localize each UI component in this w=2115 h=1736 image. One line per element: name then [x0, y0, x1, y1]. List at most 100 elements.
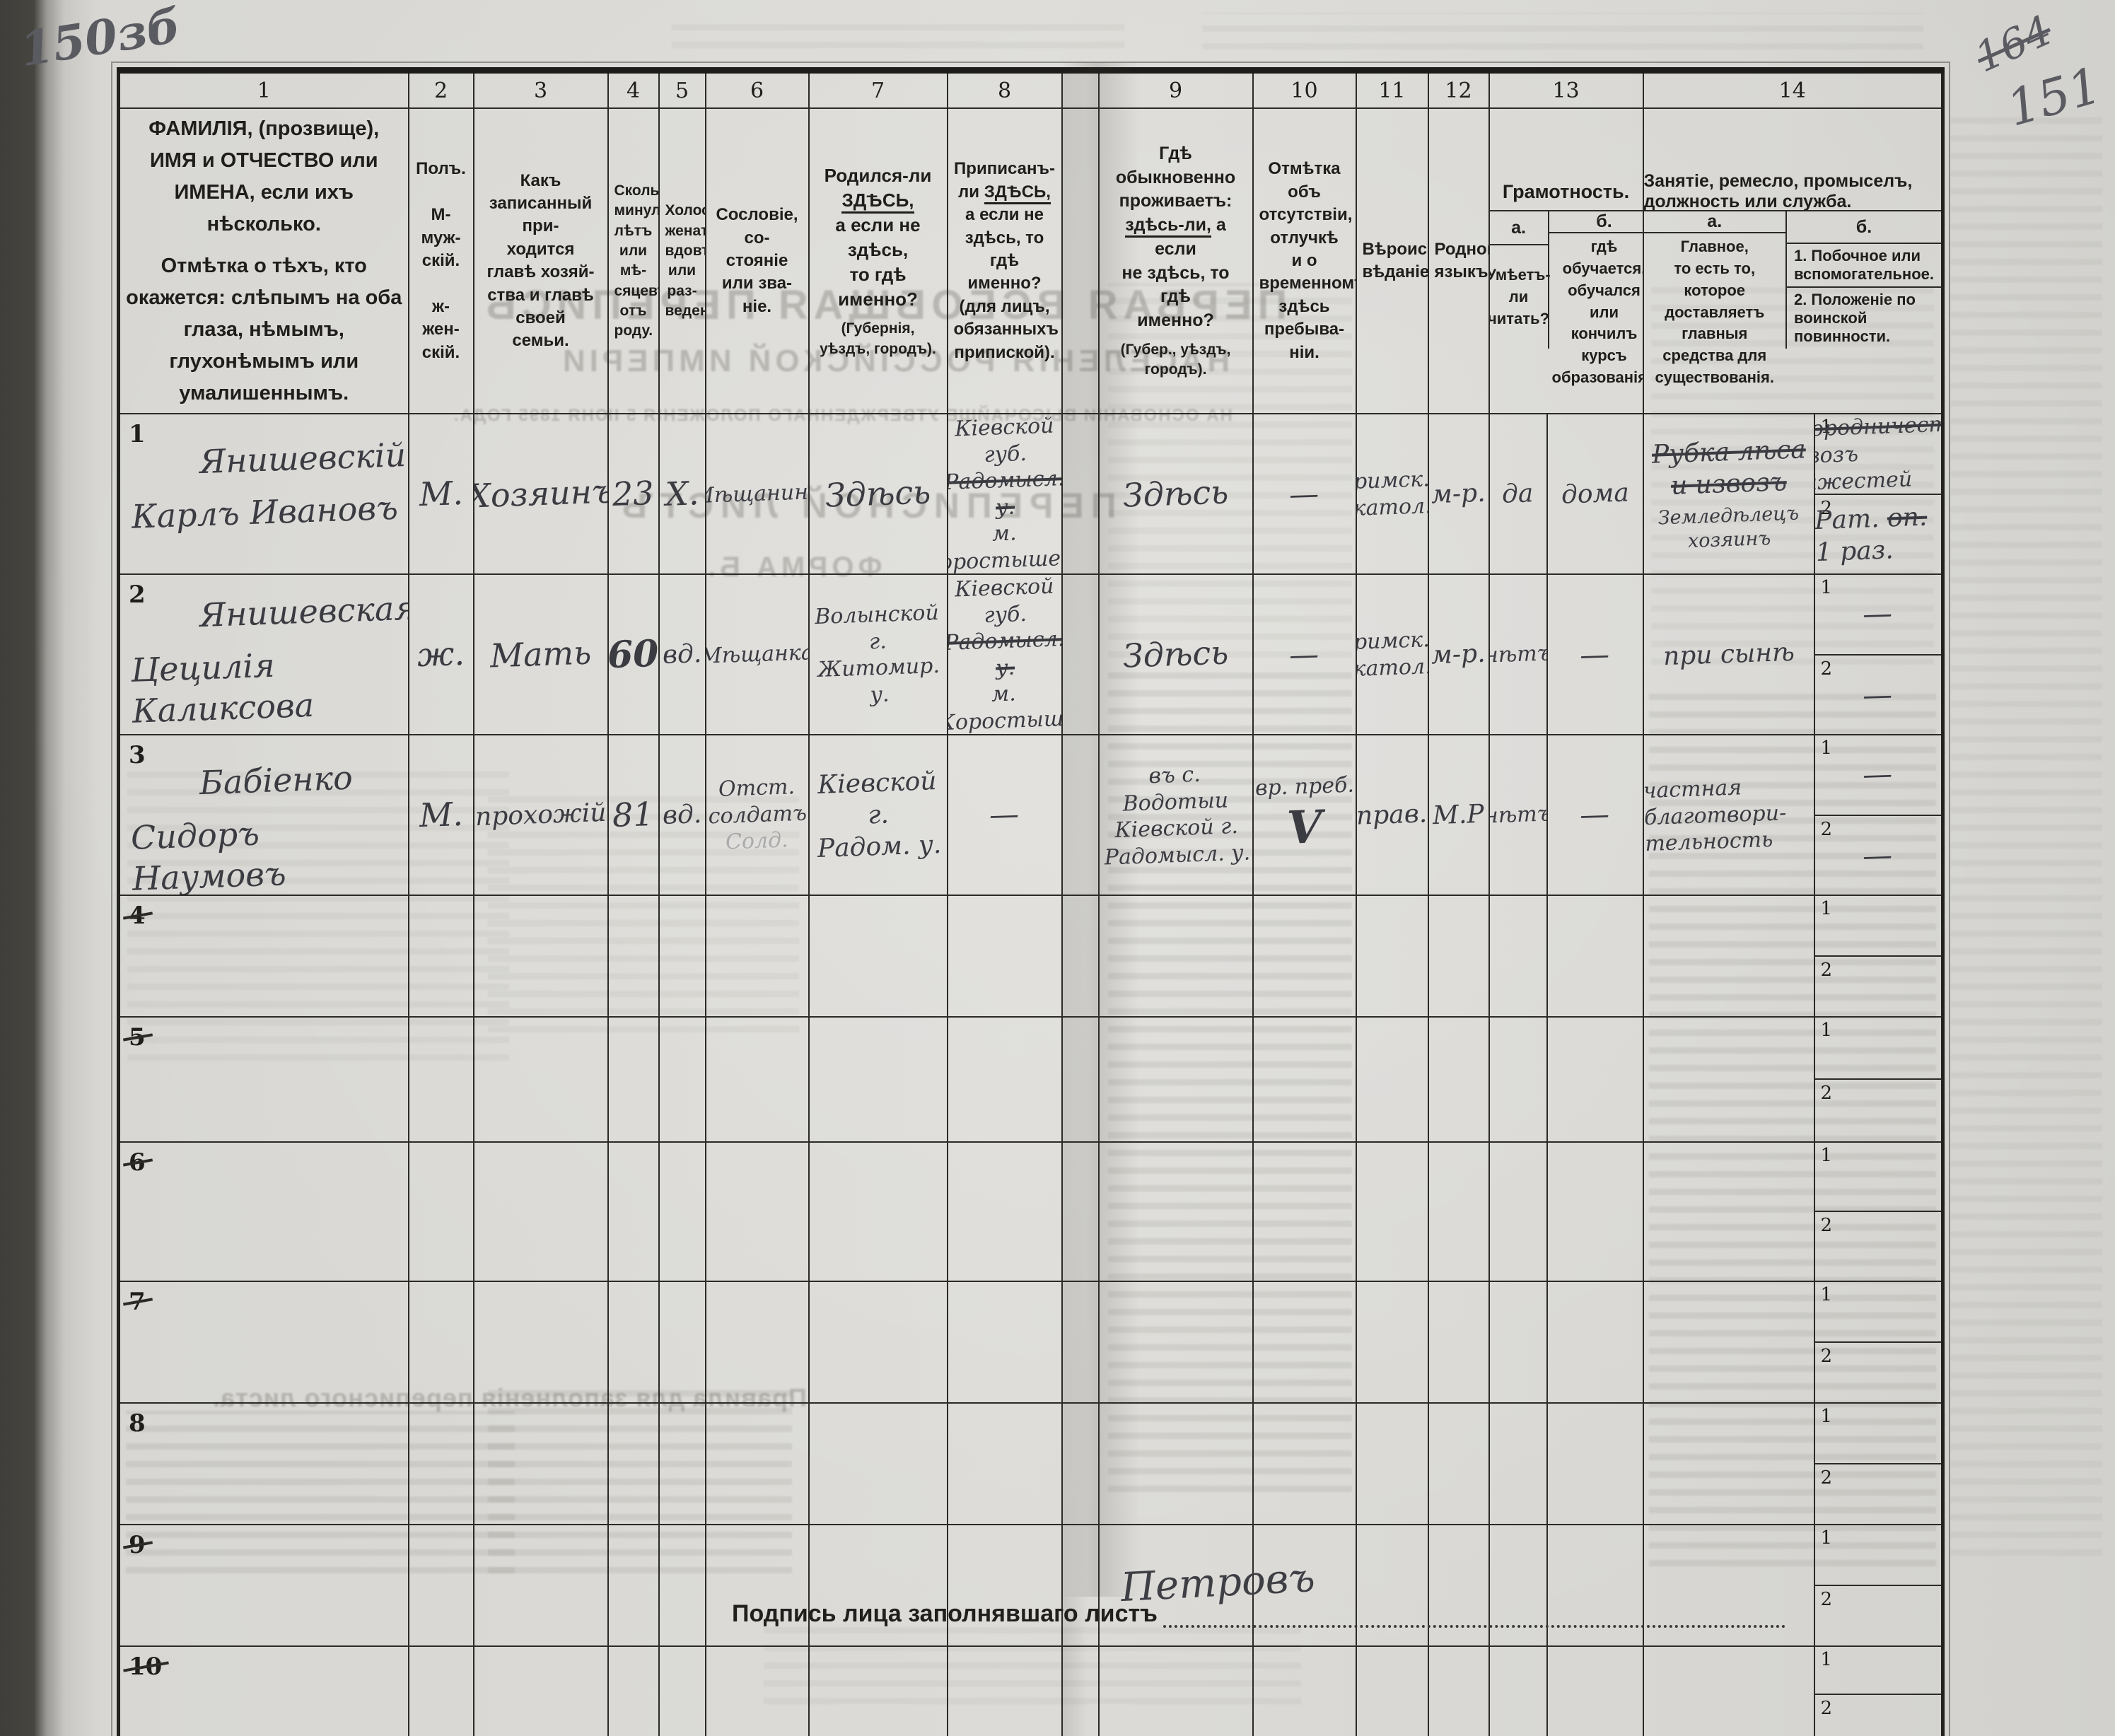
empty-cell — [607, 1402, 660, 1525]
empty-cell — [607, 894, 660, 1018]
empty-cell — [1488, 1402, 1548, 1525]
cell-absence: — — [1252, 573, 1357, 736]
empty-cell — [1546, 1141, 1644, 1282]
empty-cell — [607, 1015, 660, 1143]
given-name: Карлъ Ивановъ — [131, 488, 399, 536]
cell-occupation-side: 1 2 — [1813, 1015, 1944, 1143]
header-sex: Полъ. М-муж- скій. ж-жен- скій. — [407, 107, 474, 415]
cell-age: 60 — [607, 573, 660, 736]
empty-cell — [1355, 1280, 1429, 1404]
header-birthplace: Родился-ли ЗДѢСЬ, а если не здѣсь, то гд… — [808, 107, 948, 415]
cell-occupation-side: 1 Огородничество извозъ тяжестей 2 Рат. … — [1813, 413, 1944, 576]
empty-cell — [704, 1141, 810, 1282]
col-number: 2 — [407, 69, 474, 109]
cell-sex: М. — [407, 413, 474, 576]
cell-registration: Кіевской губ. Радомысл. у. м. Коростышев… — [946, 413, 1063, 576]
empty-cell — [1642, 1141, 1815, 1282]
cell-residence: Здѣсь — [1097, 413, 1254, 576]
empty-cell — [1488, 1141, 1548, 1282]
column-number-row: 1 2 3 4 5 6 7 8 9 10 11 12 13 14 — [117, 69, 1944, 109]
page-seam — [1061, 107, 1100, 415]
record-row-8: 8 1 2 — [117, 1402, 1944, 1525]
col-number: 5 — [658, 69, 706, 109]
empty-cell — [1097, 1645, 1254, 1736]
record-row-9: 9 1 2 — [117, 1523, 1944, 1647]
cell-age: 23 — [607, 413, 660, 576]
empty-cell — [808, 1015, 948, 1143]
cell-name: 8 — [117, 1402, 409, 1525]
empty-cell — [1252, 894, 1357, 1018]
empty-cell — [946, 1015, 1063, 1143]
cell-name: 7 — [117, 1280, 409, 1404]
header-religion: Вѣроиспо- вѣданіе. — [1355, 107, 1429, 415]
cell-birthplace: Волынской г. Житомир. у. — [808, 573, 948, 736]
cell-birthplace: Здѣсь — [808, 413, 948, 576]
cell-name: 9 — [117, 1523, 409, 1647]
record-row-4: 4 1 2 — [117, 894, 1944, 1018]
header-relation: Какъ записанный при- ходится главѣ хозяй… — [472, 107, 609, 415]
empty-cell — [1427, 1141, 1490, 1282]
empty-cell — [1097, 1402, 1254, 1525]
cell-literacy-where: — — [1546, 734, 1644, 896]
ghost-paragraph-block — [672, 16, 1124, 48]
empty-cell — [658, 1015, 706, 1143]
empty-cell — [658, 1523, 706, 1647]
empty-cell — [1252, 1141, 1357, 1282]
col-number: 8 — [946, 69, 1063, 109]
empty-cell — [704, 894, 810, 1018]
col-number: 7 — [808, 69, 948, 109]
empty-cell — [1355, 1402, 1429, 1525]
header-row: ФАМИЛІЯ, (прозвище), ИМЯ и ОТЧЕСТВО или … — [117, 107, 1944, 415]
empty-cell — [407, 894, 474, 1018]
cell-name: 4 — [117, 894, 409, 1018]
empty-cell — [1546, 1645, 1644, 1736]
surname: Янишевская — [199, 588, 409, 635]
record-row-2: 2 Янишевская Цецилія Каликсова ж. Мать 6… — [117, 573, 1944, 736]
empty-cell — [407, 1523, 474, 1647]
cell-religion: римск. катол. — [1355, 573, 1429, 736]
cell-registration: Кіевской губ. Радомысл. у. м. Коростыш. — [946, 573, 1063, 736]
ghost-paragraph-block — [1202, 13, 1923, 49]
empty-cell — [407, 1645, 474, 1736]
empty-cell — [1355, 1523, 1429, 1647]
empty-cell — [607, 1141, 660, 1282]
cell-residence: Здѣсь — [1097, 573, 1254, 736]
cell-name: 3 Бабіенко Сидоръ Наумовъ — [117, 734, 409, 896]
empty-cell — [1642, 1523, 1815, 1647]
surname: Янишевскій — [199, 436, 407, 482]
empty-cell — [1097, 1280, 1254, 1404]
given-name: Сидоръ Наумовъ — [130, 814, 287, 895]
empty-cell — [704, 1645, 810, 1736]
surname: Бабіенко — [199, 759, 354, 803]
empty-cell — [946, 1280, 1063, 1404]
empty-cell — [658, 1141, 706, 1282]
header-occupation: Занятіе, ремесло, промыселъ, должность и… — [1642, 107, 1944, 415]
signature-label: Подпись лица заполнявшаго листъ — [732, 1600, 1158, 1627]
cell-occupation-side: 1 2 — [1813, 894, 1944, 1018]
header-language: Родной языкъ. — [1427, 107, 1490, 415]
cell-occupation-side: 1 2 — [1813, 1645, 1944, 1736]
empty-cell — [1097, 894, 1254, 1018]
cell-sex: М. — [407, 734, 474, 896]
empty-cell — [407, 1141, 474, 1282]
empty-cell — [808, 1402, 948, 1525]
empty-cell — [808, 1645, 948, 1736]
empty-cell — [1355, 1645, 1429, 1736]
empty-cell — [1488, 1645, 1548, 1736]
empty-cell — [1546, 1015, 1644, 1143]
empty-cell — [1642, 1402, 1815, 1525]
col-number: 6 — [704, 69, 810, 109]
empty-cell — [946, 1523, 1063, 1647]
record-row-1: 1 Янишевскій Карлъ Ивановъ М. Хозяинъ 23… — [117, 413, 1944, 576]
empty-cell — [658, 894, 706, 1018]
empty-cell — [607, 1280, 660, 1404]
cell-marital: вд. — [658, 573, 706, 736]
empty-cell — [946, 1402, 1063, 1525]
empty-cell — [472, 894, 609, 1018]
empty-cell — [1252, 1645, 1357, 1736]
empty-cell — [1252, 1280, 1357, 1404]
empty-cell — [704, 1280, 810, 1404]
empty-cell — [1488, 1015, 1548, 1143]
empty-cell — [1642, 894, 1815, 1018]
